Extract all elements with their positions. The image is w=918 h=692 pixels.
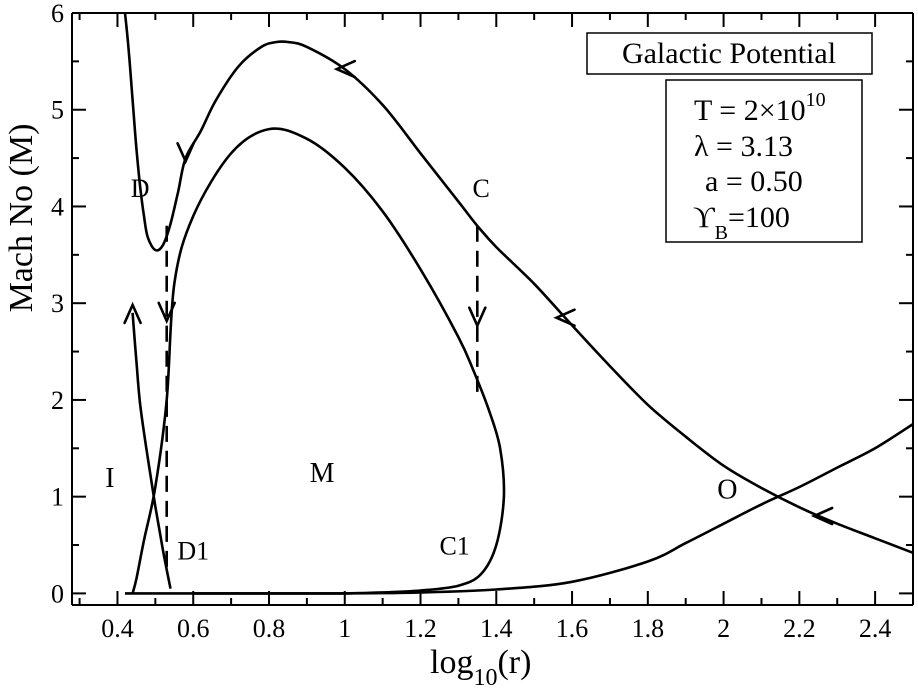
y-tick-label: 3 [51, 289, 64, 318]
curve-outer-branch-O [193, 423, 914, 595]
legend-upsilon-main: ϒ [693, 201, 715, 234]
flow-arrow-down [467, 306, 487, 329]
legend-params-box [665, 79, 863, 243]
x-tick-label: 0.6 [177, 614, 210, 643]
region-label: I [105, 463, 114, 494]
axis-ticks [72, 12, 914, 605]
flow-arrows [123, 59, 834, 526]
x-tick-label: 2 [717, 614, 730, 643]
x-tick-label: 1.8 [632, 614, 665, 643]
chart-curves [123, 12, 914, 595]
flow-arrow-left [810, 506, 834, 526]
flow-arrow-down [176, 142, 195, 165]
point-label: D [131, 174, 150, 203]
x-tick-label: 1.4 [480, 614, 513, 643]
axis-tick-labels: 0.4 0.6 0.8 1 1.2 1.4 1.6 1.8 2 2.2 2.4 0 1 2 3 4 5 6 [51, 0, 891, 643]
x-tick-label: 0.4 [101, 614, 134, 643]
legend-spin: a = 0.50 [705, 165, 803, 198]
region-label: M [310, 458, 335, 489]
flow-arrow-left [553, 308, 576, 328]
region-label: O [717, 475, 737, 506]
legend-upsilon-rest: =100 [728, 201, 790, 234]
point-label: C1 [439, 532, 469, 561]
x-axis-title-subscript: 10 [473, 665, 497, 691]
legend: Galactic Potential T = 2×1010 λ = 3.13 a… [586, 32, 873, 244]
point-label: D1 [177, 537, 209, 566]
flow-arrow-left [333, 59, 357, 79]
x-tick-label: 1.2 [404, 614, 437, 643]
y-tick-label: 1 [51, 483, 64, 512]
curve-inner-loop-M [125, 127, 506, 595]
flow-arrow-down [157, 301, 176, 325]
x-axis-title-rest: (r) [497, 644, 531, 681]
legend-temperature-main: T = 2×10 [694, 94, 806, 127]
y-tick-label: 5 [51, 96, 64, 125]
x-tick-label: 0.8 [253, 614, 286, 643]
x-tick-label: 1.6 [556, 614, 589, 643]
legend-title: Galactic Potential [622, 37, 836, 70]
y-axis-title: Mach No (M) [3, 124, 40, 313]
point-label: C [472, 174, 489, 203]
curve-inner-branch-I [131, 312, 172, 589]
y-tick-label: 0 [51, 579, 64, 608]
x-tick-label: 1 [338, 614, 351, 643]
flow-arrow-up [123, 301, 142, 325]
x-axis-title-main: log [430, 644, 473, 681]
legend-title-box [586, 32, 873, 75]
x-tick-label: 2.2 [783, 614, 816, 643]
y-tick-label: 2 [51, 386, 64, 415]
legend-upsilon: ϒB=100 [693, 201, 790, 244]
x-tick-label: 2.4 [859, 614, 892, 643]
curve-outer-loop [123, 12, 914, 555]
legend-lambda: λ = 3.13 [694, 130, 793, 163]
legend-temperature: T = 2×1010 [694, 89, 826, 127]
y-tick-label: 4 [51, 192, 64, 221]
y-tick-label: 6 [51, 0, 64, 28]
x-axis-title: log10(r) [430, 644, 531, 691]
chart-annotations: I M O D C D1 C1 [105, 174, 737, 566]
legend-upsilon-subscript: B [715, 222, 728, 244]
plot-frame [71, 12, 914, 606]
legend-temperature-exponent: 10 [806, 89, 826, 111]
